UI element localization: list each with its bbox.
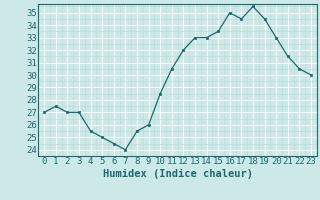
X-axis label: Humidex (Indice chaleur): Humidex (Indice chaleur) <box>103 169 252 179</box>
